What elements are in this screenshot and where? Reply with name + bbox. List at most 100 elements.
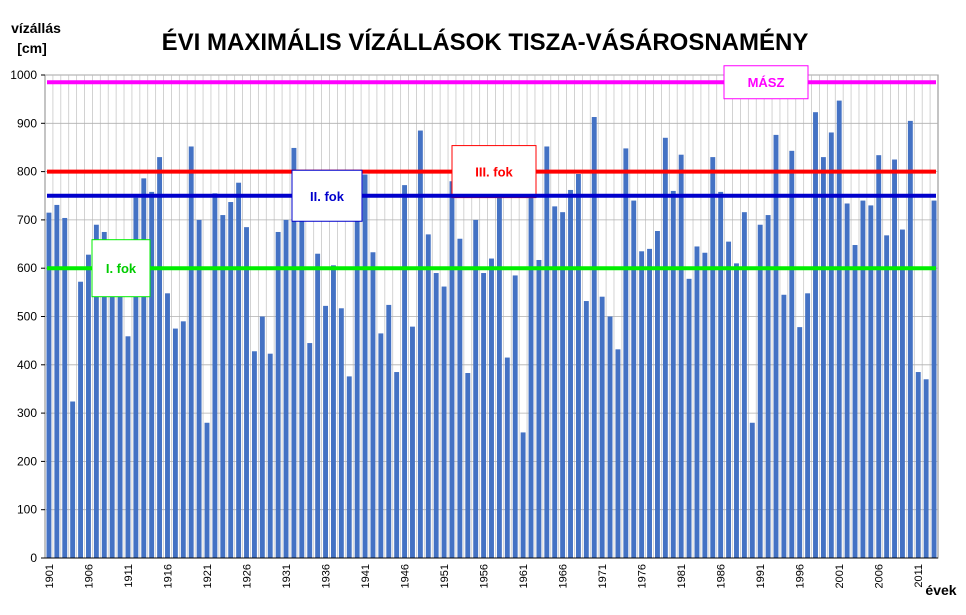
- bar-1978: [655, 231, 660, 558]
- bar-1988: [734, 263, 739, 558]
- x-tick-label: 1906: [83, 564, 95, 588]
- bar-2002: [844, 203, 850, 558]
- bar-1997: [805, 293, 811, 558]
- bar-1996: [797, 327, 803, 558]
- chart-title: ÉVI MAXIMÁLIS VÍZÁLLÁSOK TISZA-VÁSÁROSNA…: [162, 28, 809, 56]
- bar-1954: [465, 373, 471, 558]
- x-ticks: 1901 1906 1911 1916 1921 1926 1931 1936 1941 1946…: [44, 557, 938, 588]
- x-axis-label: évek: [925, 582, 956, 598]
- bar-1995: [789, 150, 795, 558]
- reference-label-box: [723, 65, 809, 100]
- x-tick-label: 1971: [597, 564, 609, 588]
- x-tick-label: 1926: [242, 564, 254, 588]
- bar-1930: [275, 231, 281, 558]
- bar-1955: [473, 219, 479, 558]
- bar-2000: [828, 132, 834, 559]
- bar-1943: [378, 333, 384, 558]
- x-tick-label: 1991: [755, 564, 767, 588]
- x-tick-label: 1901: [44, 564, 56, 588]
- bar-1910: [117, 292, 123, 558]
- y-axis-label-line1: vízállás: [11, 20, 61, 36]
- bar-1909: [109, 248, 115, 558]
- bar-2007: [884, 235, 890, 558]
- bar-1950: [433, 273, 439, 558]
- bar-1903: [62, 217, 68, 558]
- bar-2009: [899, 229, 905, 558]
- bar-1921: [204, 422, 210, 558]
- bar-1977: [647, 248, 653, 558]
- bar-1913: [141, 178, 147, 558]
- reference-label-box: [451, 145, 537, 199]
- bar-1901: [46, 212, 52, 558]
- bar-1915: [157, 157, 163, 559]
- x-tick-label: 1976: [637, 564, 649, 588]
- reference-label: MÁSZ: [748, 75, 785, 90]
- reference-label: I. fok: [106, 261, 137, 276]
- bar-1960: [512, 275, 518, 558]
- bar-2006: [876, 155, 882, 559]
- bar-1972: [607, 316, 613, 558]
- bar-1949: [425, 234, 431, 558]
- reference-label: II. fok: [310, 189, 345, 204]
- bar-1994: [781, 294, 787, 558]
- bar-1925: [236, 182, 242, 559]
- x-tick-label: 1936: [321, 564, 333, 588]
- bar-1959: [504, 357, 510, 558]
- y-tick-label: 1000: [10, 68, 37, 82]
- x-tick-label: 1981: [676, 564, 688, 588]
- bar-1952: [449, 181, 455, 558]
- bar-1976: [639, 251, 645, 559]
- y-tick-label: 400: [17, 358, 37, 372]
- x-tick-label: 2001: [834, 564, 846, 588]
- bar-1933: [299, 210, 305, 559]
- bar-1993: [773, 134, 779, 558]
- bar-1970: [591, 117, 597, 558]
- bar-1928: [259, 316, 265, 558]
- bar-1922: [212, 193, 218, 558]
- reference-label: III. fok: [475, 165, 513, 180]
- bar-1967: [568, 189, 573, 559]
- bar-1980: [670, 190, 676, 559]
- bar-1986: [718, 191, 724, 559]
- bar-1929: [267, 353, 273, 558]
- x-tick-label: 1921: [202, 564, 214, 588]
- x-tick-label: 1996: [795, 564, 807, 588]
- bar-1957: [489, 258, 494, 558]
- bar-1944: [386, 304, 392, 558]
- bar-1942: [370, 252, 376, 559]
- y-tick-label: 800: [17, 165, 37, 179]
- bar-1991: [757, 224, 763, 559]
- bar-1931: [283, 219, 289, 558]
- y-tick-label: 100: [17, 503, 37, 517]
- bar-1966: [560, 212, 566, 558]
- bar-1965: [552, 206, 558, 558]
- y-tick-label: 700: [17, 213, 37, 227]
- x-tick-label: 2011: [913, 564, 925, 588]
- bar-1998: [813, 112, 818, 558]
- bar-1927: [251, 351, 257, 558]
- bar-1911: [125, 336, 131, 558]
- bar-1923: [220, 215, 226, 558]
- bar-1971: [599, 296, 605, 558]
- bar-1937: [330, 265, 336, 558]
- bar-1987: [726, 241, 732, 558]
- x-tick-label: 1911: [123, 564, 135, 588]
- bar-2010: [907, 120, 913, 558]
- bar-1979: [662, 137, 668, 559]
- bar-1945: [394, 372, 400, 558]
- bar-1973: [615, 349, 621, 558]
- bar-1984: [702, 252, 708, 558]
- y-tick-label: 600: [17, 261, 37, 275]
- bar-1934: [307, 343, 313, 558]
- bar-1953: [457, 238, 463, 558]
- bar-1946: [402, 185, 408, 558]
- bar-1961: [520, 432, 526, 558]
- bar-1964: [544, 146, 550, 558]
- bar-1935: [315, 253, 321, 558]
- bar-2005: [868, 205, 874, 558]
- bar-2003: [852, 245, 858, 559]
- x-tick-label: 1961: [518, 564, 530, 588]
- bar-1963: [536, 259, 542, 558]
- x-tick-label: 1956: [479, 564, 491, 588]
- bar-1956: [481, 273, 487, 558]
